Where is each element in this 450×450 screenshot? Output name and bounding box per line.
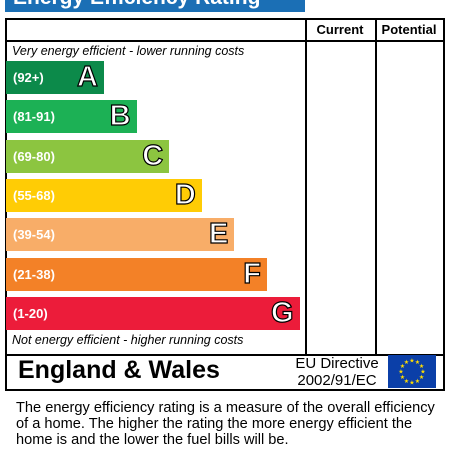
footer-separator — [5, 354, 445, 356]
eu-star-icon: ★ — [419, 374, 424, 381]
band-g: (1-20) G — [6, 296, 300, 330]
band-b: (81-91) B — [6, 100, 137, 134]
band-letter-label: B — [109, 100, 131, 133]
eu-star-icon: ★ — [419, 363, 424, 370]
table-right-border — [443, 18, 445, 391]
band-letter-label: D — [174, 178, 196, 211]
eu-star-icon: ★ — [420, 369, 425, 376]
region-label: England & Wales — [18, 356, 220, 384]
band-letter-label: G — [270, 296, 294, 329]
eu-directive-line2: 2002/91/EC — [297, 372, 377, 389]
band-letter-label: A — [76, 60, 98, 93]
eu-star-icon: ★ — [415, 359, 420, 366]
band-range-label: (21-38) — [13, 266, 55, 282]
chart-title: Energy Efficiency Rating — [13, 0, 260, 10]
chart-title-bar: Energy Efficiency Rating — [5, 0, 305, 12]
inefficient-caption: Not energy efficient - higher running co… — [12, 333, 244, 347]
current-column-header: Current — [316, 22, 364, 37]
band-range-label: (39-54) — [13, 227, 55, 243]
potential-column-header: Potential — [381, 22, 437, 37]
eu-star-icon: ★ — [404, 359, 409, 366]
band-f: (21-38) F — [6, 257, 267, 291]
band-range-label: (69-80) — [13, 148, 55, 164]
eu-star-icon: ★ — [409, 358, 414, 365]
band-letter-label: E — [208, 218, 229, 251]
band-e: (39-54) E — [6, 218, 235, 252]
eu-directive-label: EU Directive 2002/91/EC — [292, 355, 382, 389]
band-range-label: (92+) — [13, 70, 44, 85]
header-separator — [5, 40, 445, 42]
eu-star-icon: ★ — [400, 374, 405, 381]
table-top-border — [5, 18, 445, 20]
band-range-label: (81-91) — [13, 109, 55, 125]
eu-star-icon: ★ — [398, 369, 403, 376]
band-c: (69-80) C — [6, 139, 170, 173]
eu-star-icon: ★ — [409, 380, 414, 387]
band-range-label: (55-68) — [13, 187, 55, 203]
eu-stars-icon: ★ ★★★★★★★★★★★ — [398, 358, 425, 387]
band-d: (55-68) D — [6, 178, 202, 212]
eu-star-icon: ★ — [415, 378, 420, 385]
eu-flag-icon: ★ ★ ★ ★ ★ ★ ★ ★ ★ ★ ★ ★ — [388, 355, 436, 388]
rating-description: The energy efficiency rating is a measur… — [16, 400, 435, 448]
eu-star-icon: ★ — [400, 363, 405, 370]
eu-star-icon: ★ — [404, 378, 409, 385]
current-column-border — [305, 18, 307, 356]
band-range-label: (1-20) — [13, 305, 48, 321]
table-bottom-border — [5, 389, 445, 391]
band-letter-label: C — [142, 139, 164, 172]
band-letter-label: F — [243, 257, 262, 290]
band-a: (92+) A — [6, 60, 104, 94]
potential-column-border — [375, 18, 377, 356]
efficient-caption: Very energy efficient - lower running co… — [12, 44, 245, 58]
eu-directive-line1: EU Directive — [295, 355, 379, 372]
